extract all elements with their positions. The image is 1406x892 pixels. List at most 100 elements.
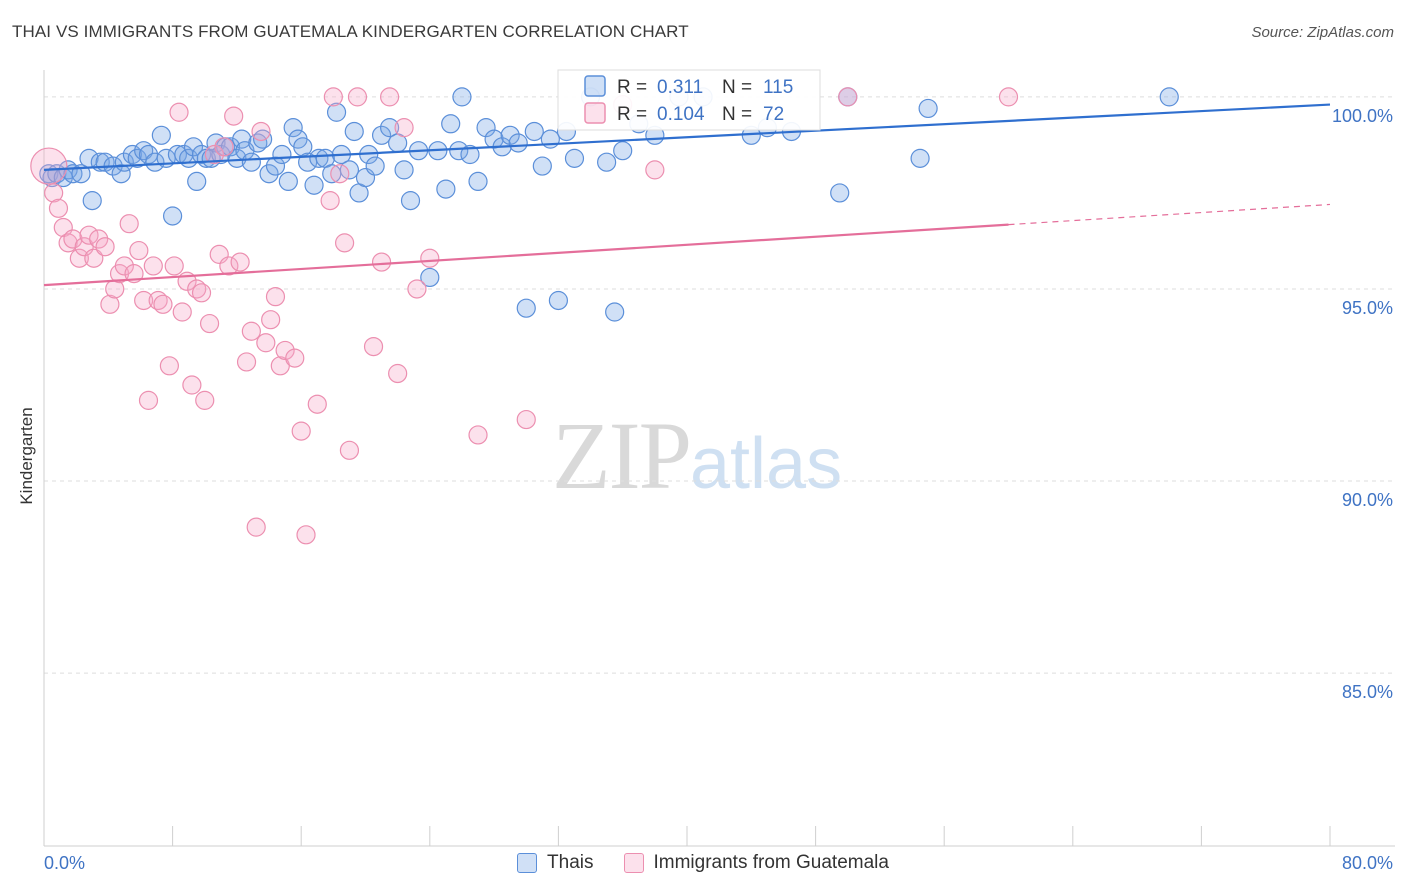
guatemala-point-21 [143,256,163,276]
guatemala-trend-extension [1008,203,1331,226]
thai-point-75 [484,129,504,149]
guatemala-point-24 [159,356,179,376]
y-tick-label-0: 100.0% [1332,106,1393,126]
guatemala-point-25 [164,256,184,276]
chart-title: THAI VS IMMIGRANTS FROM GUATEMALA KINDER… [12,22,689,41]
guatemala-point-26 [169,102,189,122]
guatemala-point-23 [153,294,173,314]
guatemala-point-33 [199,313,220,334]
guatemala-point-2 [48,198,69,218]
thai-point-63 [394,160,414,180]
thai-point-55 [344,121,364,142]
grid-lines [44,96,1395,674]
thai-point-69 [441,114,461,134]
guatemala-point-27 [172,302,192,322]
guatemala-point-6 [69,248,89,268]
axes [43,70,1395,847]
x-tick-label-max: 80.0% [1342,853,1393,873]
legend-swatch-1 [584,102,606,124]
thai-point-83 [548,290,569,311]
thai-point-59 [365,156,385,176]
thai-point-44 [283,118,303,138]
thai-point-72 [460,144,480,165]
thai-point-85 [564,148,585,168]
guatemala-point-12 [100,294,120,314]
guatemala-point-19 [134,290,154,311]
guatemala-trend-line [43,223,1009,287]
thai-point-48 [304,175,324,195]
thai-point-79 [516,298,536,318]
thai-point-66 [420,267,440,288]
guatemala-point-52 [307,394,327,414]
guatemala-point-40 [236,352,257,372]
thai-point-42 [272,144,292,165]
thai-point-81 [532,156,552,176]
guatemala-point-48 [275,340,295,361]
y-tick-label-3: 85.0% [1342,682,1393,702]
guatemala-point-66 [468,425,488,445]
guatemala-point-56 [335,233,355,253]
thai-trend-line [43,103,1331,171]
legend-item-thais: Thais [517,852,594,874]
guatemala-point-42 [246,517,266,537]
guatemala-point-45 [261,310,281,330]
legend-label-guatemala: Immigrants from Guatemala [653,852,889,873]
guatemala-point-29 [182,375,202,395]
thai-point-77 [500,125,520,145]
guatemala-point-57 [339,440,360,460]
thai-point-61 [380,118,400,138]
thai-point-52 [326,102,347,122]
trend-lines [43,103,1331,287]
legend-box [557,69,821,131]
thai-point-37 [241,152,261,172]
thai-point-70 [449,141,469,161]
legend-swatch-thais [517,853,538,873]
thai-point-26 [187,171,207,192]
legend-item-guatemala: Immigrants from Guatemala [623,852,889,874]
y-tick-label-2: 90.0% [1342,490,1393,510]
thai-point-39 [253,129,273,149]
legend-r-value-0: 0.311 [657,77,703,98]
legend-swatch-guatemala [623,853,644,873]
guatemala-point-20 [138,390,159,410]
thai-point-18 [145,152,165,172]
thai-point-12 [111,164,131,184]
guatemala-point-1 [44,183,64,203]
guatemala-point-54 [323,87,343,107]
guatemala-point-69 [645,160,665,180]
guatemala-point-49 [285,348,305,368]
guatemala-point-34 [204,144,224,165]
guatemala-point-11 [95,237,115,257]
legend-n-value-0: 115 [763,77,793,98]
guatemala-point-55 [330,164,350,184]
legend-r-label-0: R = [617,77,647,98]
guatemala-point-38 [224,106,244,126]
guatemala-point-53 [320,191,340,211]
guatemala-point-31 [191,283,212,303]
thai-point-33 [220,137,241,157]
thai-point-21 [163,206,183,226]
thai-point-60 [371,125,392,145]
tick-labels: 100.0% 95.0% 90.0% 85.0% 0.0% 80.0% [44,106,1393,873]
guatemala-point-50 [291,421,311,441]
guatemala-point-0 [30,147,68,185]
guatemala-point-51 [296,525,316,545]
legend-n-label-0: N = [722,77,752,98]
guatemala-point-8 [79,225,99,245]
thai-point-78 [508,133,528,153]
thai-point-88 [605,302,625,322]
legend-n-label-1: N = [722,104,752,125]
thai-point-40 [259,164,279,184]
thai-point-99 [910,148,930,168]
legend-r-label-1: R = [617,104,647,125]
thai-point-100 [918,98,938,119]
series-legend: Thais Immigrants from Guatemala [0,852,1406,874]
thai-point-34 [227,148,247,168]
guatemala-point-44 [256,333,276,353]
guatemala-point-71 [998,87,1019,107]
thai-point-97 [830,183,850,203]
legend-n-value-1: 72 [763,104,784,125]
guatemala-point-65 [420,248,440,268]
thai-point-35 [232,129,252,149]
